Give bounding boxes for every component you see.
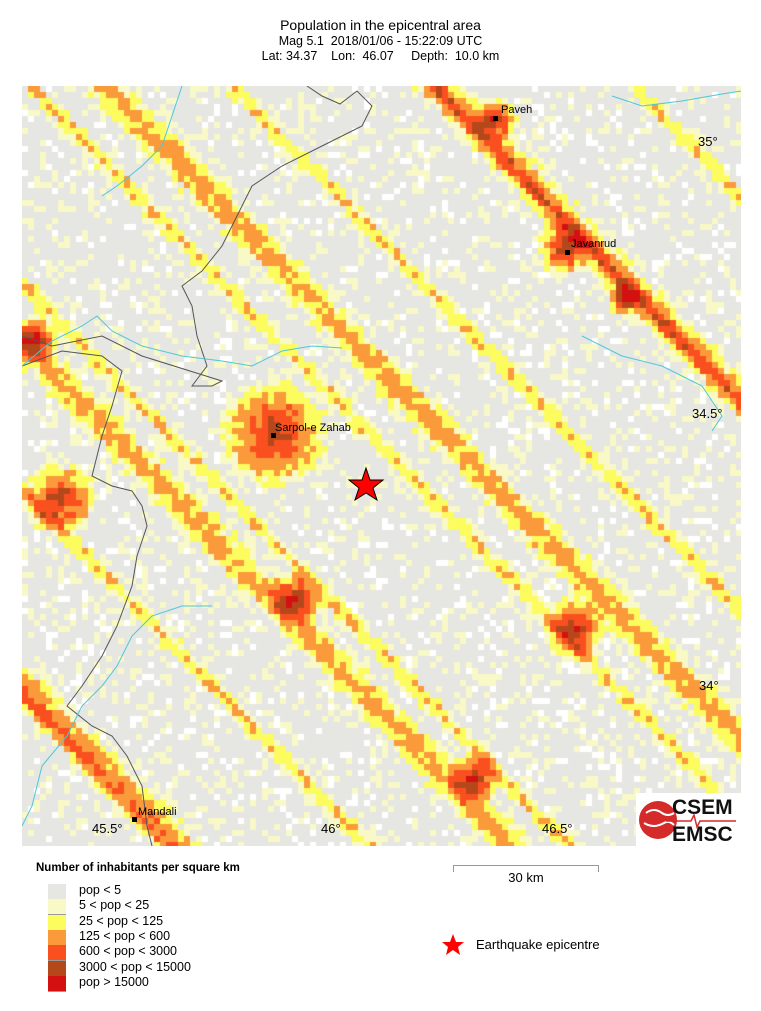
city-label-mandali: Mandali [138,806,177,818]
city-label-javanrud: Javanrud [571,238,617,250]
epicentre-legend-label: Earthquake epicentre [476,937,600,952]
river [101,86,183,197]
legend-label: 25 < pop < 125 [79,913,164,928]
legend-swatch [48,945,66,962]
legend-label: 3000 < pop < 15000 [79,959,191,974]
legend-label: 600 < pop < 3000 [79,944,178,959]
lon-label: 46.5° [542,821,573,836]
city-label-paveh: Paveh [501,104,533,116]
population-grid [22,86,741,846]
population-map[interactable]: Paveh Javanrud Sarpol-e Zahab Mandali 35… [22,86,741,846]
map-title: Population in the epicentral area [280,17,481,33]
legend-swatch [48,884,66,900]
river [22,315,343,367]
legend-label: pop > 15000 [79,974,149,989]
legend-swatch [48,899,66,916]
legend-swatch [48,914,66,931]
csem-emsc-logo: CSEM EMSC [636,793,741,846]
legend-swatch [48,960,66,977]
city-label-sarpol-e-zahab: Sarpol-e Zahab [275,422,351,434]
map-overlay [22,86,741,846]
city-marker [565,250,570,255]
legend-label: 5 < pop < 25 [79,898,150,913]
legend-swatch [48,975,66,992]
epicentre-legend-star-icon [442,934,464,955]
city-marker [132,817,137,822]
lon-label: 45.5° [92,821,123,836]
legend-swatch [48,929,66,946]
river [581,335,723,432]
lon-label: 46° [321,821,341,836]
event-location: Lat: 34.37 Lon: 46.07 Depth: 10.0 km [261,49,500,63]
legend-label: 125 < pop < 600 [79,928,171,943]
legend-label: pop < 5 [79,883,122,897]
event-info: Mag 5.1 2018/01/06 - 15:22:09 UTC [278,34,483,48]
lat-label: 34.5° [692,406,723,421]
border-line [22,350,153,846]
scale-bar [453,865,599,872]
svg-text:CSEM: CSEM [672,796,733,819]
svg-text:EMSC: EMSC [672,823,733,846]
city-marker [493,116,498,121]
city-marker [271,433,276,438]
river [22,605,212,827]
scale-label: 30 km [508,870,544,885]
river [611,90,741,107]
border-line [22,86,373,387]
legend-title: Number of inhabitants per square km [36,862,240,874]
lat-label: 34° [699,678,719,693]
lat-label: 35° [698,134,718,149]
